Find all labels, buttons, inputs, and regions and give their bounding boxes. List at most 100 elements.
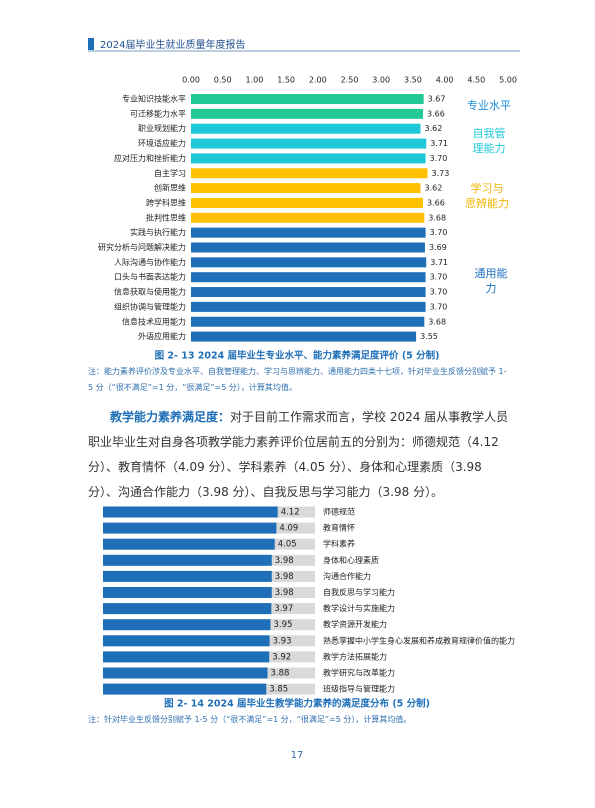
bar	[103, 603, 272, 615]
bar	[191, 242, 425, 253]
bar	[191, 138, 427, 149]
category-label: 班级指导与管理能力	[323, 684, 395, 694]
value-label: 3.71	[430, 139, 448, 148]
bar	[191, 257, 427, 268]
value-label: 3.93	[273, 636, 292, 646]
value-label: 3.97	[274, 604, 293, 614]
bar	[191, 183, 421, 194]
category-label: 人际沟通与协作能力	[114, 257, 186, 267]
value-label: 3.66	[427, 109, 445, 118]
value-label: 3.70	[430, 273, 448, 282]
header-title: 2024届毕业生就业质量年度报告	[100, 38, 245, 51]
category-label: 实践与执行能力	[130, 227, 186, 237]
x-tick-label: 0.50	[214, 76, 232, 85]
category-label: 师德规范	[323, 507, 355, 517]
bar	[191, 316, 425, 327]
value-label: 3.70	[430, 302, 448, 311]
value-label: 3.71	[430, 258, 448, 267]
value-label: 3.70	[430, 288, 448, 297]
category-label: 外语应用能力	[138, 331, 186, 341]
value-label: 3.66	[427, 198, 445, 207]
group-label: 通用能力	[475, 266, 508, 295]
bar	[191, 212, 425, 223]
value-label: 3.95	[273, 620, 292, 630]
paragraph-text: 对于目前工作需求而言，学校 2024 届从事教学人员职业毕业生对自身各项教学能力…	[88, 410, 509, 499]
category-label: 口头与书面表达能力	[114, 272, 186, 282]
group-label: 专业水平	[467, 98, 511, 112]
value-label: 3.98	[275, 572, 294, 582]
category-label: 身体和心理素质	[323, 555, 379, 565]
category-label: 组织协调与管理能力	[114, 301, 186, 311]
page-number: 17	[291, 750, 304, 761]
bar	[103, 635, 270, 647]
category-label: 应对压力和挫折能力	[114, 153, 186, 163]
bar	[191, 168, 428, 179]
bar	[103, 506, 278, 518]
x-tick-label: 1.00	[245, 76, 263, 85]
x-tick-label: 2.00	[309, 76, 327, 85]
note: 注：能力素养评价涉及专业水平、自我管理能力、学习与思辨能力、通用能力四类十七项，…	[88, 367, 507, 392]
value-label: 3.73	[431, 169, 449, 178]
bar	[191, 197, 424, 208]
value-label: 3.88	[271, 669, 290, 679]
bar	[103, 651, 270, 663]
bar	[191, 153, 426, 164]
value-label: 3.92	[272, 652, 291, 662]
value-label: 3.62	[425, 124, 443, 133]
bar	[191, 108, 424, 119]
value-label: 4.12	[281, 508, 300, 518]
x-tick-label: 3.00	[372, 76, 390, 85]
category-label: 教学资源开发能力	[323, 619, 387, 629]
x-tick-label: 0.00	[182, 76, 200, 85]
group-label: 学习与思辨能力	[465, 181, 509, 210]
category-label: 创新思维	[154, 183, 186, 193]
bar	[191, 331, 417, 342]
category-label: 可迁移能力水平	[130, 108, 186, 118]
bar	[103, 667, 268, 679]
bar	[191, 287, 426, 298]
category-label: 教学方法拓展能力	[323, 651, 387, 661]
category-label: 信息技术应用能力	[122, 316, 186, 326]
category-label: 职业规划能力	[138, 123, 186, 133]
category-label: 学科素养	[323, 539, 355, 549]
x-tick-label: 3.50	[404, 76, 422, 85]
bar	[103, 522, 277, 534]
value-label: 3.68	[428, 213, 446, 222]
category-label: 信息获取与使用能力	[114, 287, 186, 297]
category-label: 自主学习	[154, 168, 186, 178]
bar	[103, 538, 275, 550]
category-label: 熟悉掌握中小学生身心发展和养成教育规律价值的能力	[323, 635, 515, 645]
bar	[103, 587, 272, 598]
category-label: 研究分析与问题解决能力	[98, 242, 186, 252]
x-tick-label: 5.00	[499, 76, 517, 85]
category-label: 自我反思与学习能力	[323, 587, 395, 597]
bar	[103, 619, 271, 631]
category-label: 批判性思维	[146, 212, 186, 222]
value-label: 3.68	[428, 317, 446, 326]
value-label: 4.05	[278, 540, 297, 550]
category-label: 跨学科思维	[146, 197, 186, 207]
category-label: 教学设计与实施能力	[323, 603, 395, 613]
category-label: 沟通合作能力	[323, 571, 371, 581]
category-label: 教学研究与改革能力	[323, 668, 395, 678]
paragraph-lead: 教学能力素养满足度：	[110, 410, 231, 424]
x-tick-label: 4.00	[436, 76, 454, 85]
note: 注：针对毕业生反馈分别赋予 1-5 分（“很不满足”=1 分，“很满足”=5 分…	[88, 715, 412, 724]
x-tick-label: 2.50	[341, 76, 359, 85]
category-label: 环境适应能力	[138, 138, 186, 148]
category-label: 专业知识技能水平	[122, 94, 186, 104]
value-label: 3.98	[275, 588, 294, 598]
value-label: 3.98	[275, 556, 294, 566]
chart-title: 图 2- 14 2024 届毕业生教学能力素养的满足度分布 (5 分制)	[164, 698, 430, 710]
bar	[103, 683, 267, 695]
bar	[191, 227, 426, 238]
value-label: 3.69	[429, 243, 447, 252]
value-label: 3.85	[269, 685, 288, 695]
bar	[191, 94, 424, 104]
x-tick-label: 1.50	[277, 76, 295, 85]
x-tick-label: 4.50	[467, 76, 485, 85]
group-label: 自我管理能力	[473, 126, 506, 155]
value-label: 3.70	[430, 154, 448, 163]
